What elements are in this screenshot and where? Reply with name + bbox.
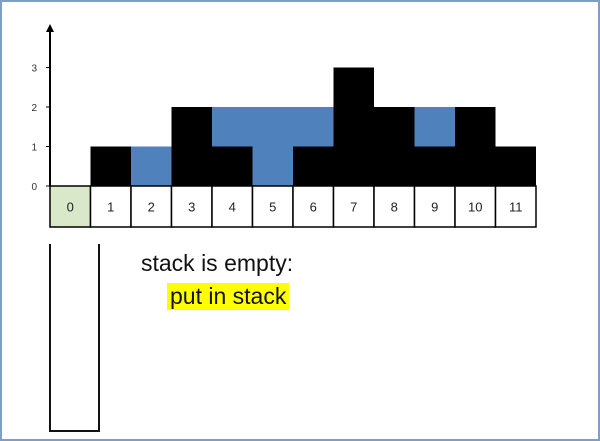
index-label-3: 3 <box>188 200 195 215</box>
y-tick-label-1: 1 <box>31 143 37 154</box>
elevation-bar-1 <box>90 146 131 186</box>
action-text: put in stack <box>167 283 290 310</box>
elevation-bar-11 <box>495 146 536 186</box>
y-tick-labels: 0 1 2 3 <box>31 64 50 193</box>
index-label-11: 11 <box>509 200 523 215</box>
water-cell-9 <box>414 107 455 147</box>
index-label-10: 10 <box>468 200 482 215</box>
y-axis-arrow-icon <box>46 24 54 32</box>
index-cell-1 <box>89 185 132 228</box>
index-label-9: 9 <box>431 200 438 215</box>
index-label-2: 2 <box>148 200 155 215</box>
elevation-bar-3 <box>171 107 212 186</box>
index-cell-5 <box>251 185 294 228</box>
elevation-bar-6 <box>293 146 334 186</box>
elevation-bar-9 <box>414 146 455 186</box>
y-tick-label-3: 3 <box>31 64 37 75</box>
status-text: stack is empty: <box>141 250 294 276</box>
index-row: 0 1 2 3 4 5 6 7 8 9 10 11 <box>49 185 537 228</box>
index-label-5: 5 <box>269 200 276 215</box>
index-label-6: 6 <box>310 200 317 215</box>
elevation-bar-10 <box>455 107 496 186</box>
elevation-bar-4 <box>212 146 253 186</box>
index-cell-10 <box>454 185 497 228</box>
index-cell-8 <box>373 185 416 228</box>
index-cell-2 <box>130 185 173 228</box>
index-label-4: 4 <box>229 200 236 215</box>
elevation-bar-8 <box>374 107 415 186</box>
index-cell-11 <box>494 185 537 228</box>
water-cell-5 <box>252 107 293 186</box>
index-label-1: 1 <box>107 200 114 215</box>
index-cell-0 <box>49 185 92 228</box>
bars-layer <box>90 67 536 186</box>
y-axis <box>46 24 54 186</box>
water-cell-4 <box>212 107 253 147</box>
stack-container <box>49 244 100 432</box>
index-label-8: 8 <box>391 200 398 215</box>
water-cell-2 <box>131 146 172 186</box>
elevation-bar-7 <box>333 67 374 186</box>
index-cell-4 <box>211 185 254 228</box>
index-label-7: 7 <box>350 200 357 215</box>
y-tick-label-2: 2 <box>31 103 37 114</box>
index-label-0: 0 <box>67 200 74 215</box>
water-cell-6 <box>293 107 334 147</box>
y-tick-label-0: 0 <box>31 182 37 193</box>
index-cell-6 <box>292 185 335 228</box>
